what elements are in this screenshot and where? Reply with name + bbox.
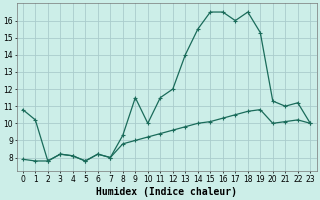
X-axis label: Humidex (Indice chaleur): Humidex (Indice chaleur) — [96, 186, 237, 197]
